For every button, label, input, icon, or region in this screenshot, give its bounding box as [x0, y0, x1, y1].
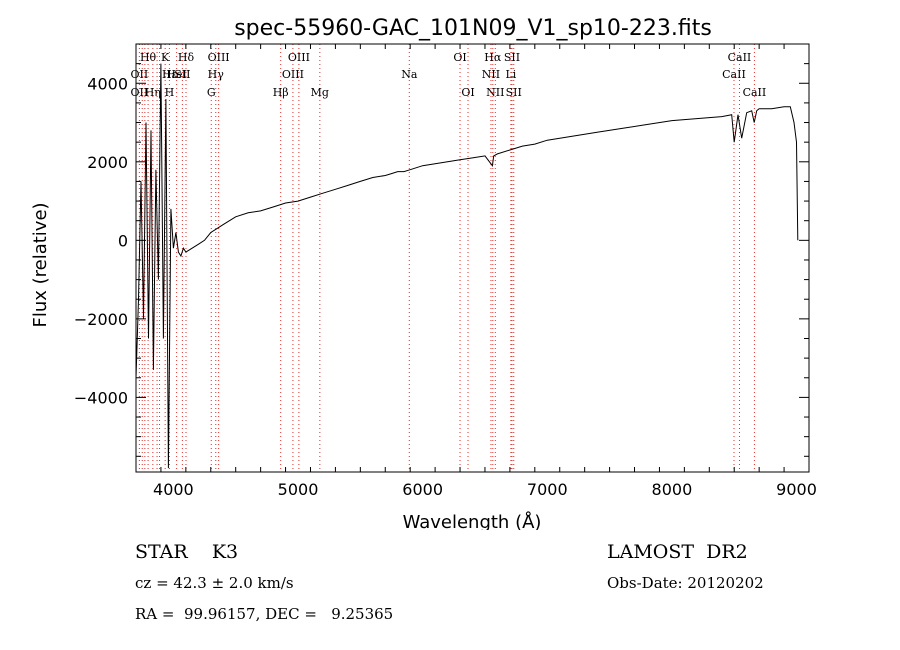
line-label: OIII	[208, 51, 230, 64]
survey-name: LAMOST DR2	[607, 541, 748, 563]
line-label: K	[161, 51, 170, 64]
line-label: SII	[504, 51, 520, 64]
line-label: Hε	[162, 68, 178, 81]
x-axis-label: Wavelength (Å)	[403, 511, 542, 530]
line-label: CaII	[728, 51, 752, 64]
line-label: H	[165, 86, 175, 99]
line-label: SII	[506, 86, 522, 99]
line-label: OI	[453, 51, 466, 64]
line-label: OIII	[282, 68, 304, 81]
line-label: CaII	[722, 68, 746, 81]
y-tick-label: −4000	[74, 388, 128, 407]
line-label: SII	[174, 68, 190, 81]
x-tick-label: 6000	[402, 480, 443, 499]
line-label: NII	[482, 68, 500, 81]
x-tick-label: 4000	[153, 480, 194, 499]
coordinates: RA = 99.96157, DEC = 9.25365	[135, 605, 394, 623]
emission-line-markers	[138, 44, 755, 472]
spectrum-chart: spec-55960-GAC_101N09_V1_sp10-223.fits H…	[30, 16, 817, 530]
line-label: Hα	[484, 51, 502, 64]
y-tick-label: 2000	[87, 153, 128, 172]
line-label: OI	[461, 86, 474, 99]
y-tick-label: −2000	[74, 310, 128, 329]
y-tick-label: 0	[118, 231, 128, 250]
x-axis-ticks: 4000 5000 6000 7000 8000 9000	[135, 44, 817, 499]
line-label: Hδ	[178, 51, 195, 64]
line-label: OII	[131, 86, 149, 99]
spectrum-line	[135, 63, 799, 469]
line-label: Hη	[145, 86, 161, 99]
chart-title: spec-55960-GAC_101N09_V1_sp10-223.fits	[234, 16, 712, 41]
line-label: G	[207, 86, 216, 99]
x-tick-label: 8000	[652, 480, 693, 499]
line-label: HeI	[166, 68, 186, 81]
y-axis-label: Flux (relative)	[30, 202, 51, 327]
line-label: Hβ	[273, 86, 289, 99]
redshift-info: cz = 42.3 ± 2.0 km/s	[135, 574, 294, 592]
y-tick-label: 4000	[87, 74, 128, 93]
line-label: CaII	[743, 86, 767, 99]
x-tick-label: 9000	[776, 480, 817, 499]
line-label: OIII	[288, 51, 310, 64]
line-label: Hγ	[208, 68, 225, 81]
observation-date: Obs-Date: 20120202	[607, 574, 764, 592]
line-label: Na	[401, 68, 418, 81]
y-axis-ticks: −4000 −2000 0 2000 4000	[74, 43, 809, 457]
line-label: Li	[505, 68, 516, 81]
plot-frame	[135, 43, 810, 473]
line-label: Mg	[311, 86, 329, 99]
line-label: NII	[486, 86, 504, 99]
line-label: Hθ	[140, 51, 157, 64]
line-label: OII	[131, 68, 149, 81]
object-class: STAR K3	[135, 541, 239, 563]
x-tick-label: 5000	[278, 480, 319, 499]
x-tick-label: 7000	[527, 480, 568, 499]
